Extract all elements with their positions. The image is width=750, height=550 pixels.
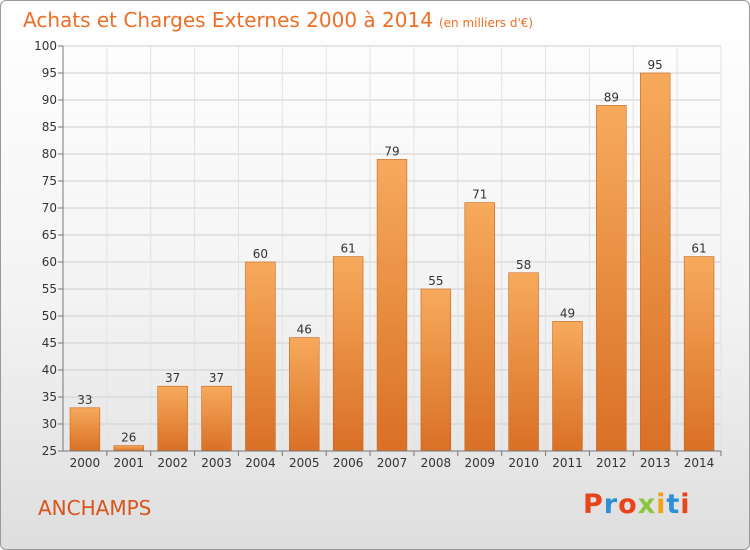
y-tick-label: 50 bbox=[42, 309, 57, 323]
chart-title-text: Achats et Charges Externes 2000 à 2014 bbox=[23, 8, 433, 32]
bar-2009 bbox=[464, 202, 495, 452]
x-tick-label: 2003 bbox=[201, 456, 232, 470]
x-tick-label: 2009 bbox=[464, 456, 495, 470]
y-tick-label: 25 bbox=[42, 444, 57, 458]
data-label-2007: 79 bbox=[384, 144, 399, 158]
x-tick-label: 2010 bbox=[508, 456, 539, 470]
data-label-2011: 49 bbox=[560, 306, 575, 320]
x-tick-label: 2000 bbox=[70, 456, 101, 470]
data-label-2002: 37 bbox=[165, 371, 180, 385]
y-tick-label: 85 bbox=[42, 120, 57, 134]
x-tick-label: 2012 bbox=[596, 456, 627, 470]
proxiti-logo: Proxiti bbox=[583, 489, 691, 520]
data-label-2014: 61 bbox=[691, 242, 706, 256]
bar-2002 bbox=[157, 385, 188, 452]
bar-2004 bbox=[245, 261, 276, 452]
x-tick-label: 2008 bbox=[421, 456, 452, 470]
bar-2013 bbox=[639, 72, 671, 452]
data-label-2001: 26 bbox=[121, 431, 136, 445]
chart-title: Achats et Charges Externes 2000 à 2014 (e… bbox=[23, 8, 533, 32]
bar-2008 bbox=[420, 288, 452, 452]
chart-unit: (en milliers d'€) bbox=[438, 16, 534, 30]
x-tick-label: 2004 bbox=[245, 456, 276, 470]
y-tick-label: 100 bbox=[34, 39, 57, 53]
y-tick-label: 35 bbox=[42, 390, 57, 404]
bar-2000 bbox=[69, 407, 101, 452]
bar-2012 bbox=[596, 105, 627, 452]
logo-letter: i bbox=[680, 489, 691, 520]
y-tick-label: 55 bbox=[42, 282, 57, 296]
x-tick-label: 2002 bbox=[157, 456, 188, 470]
bar-2006 bbox=[332, 256, 364, 452]
x-tick-label: 2013 bbox=[640, 456, 671, 470]
x-tick-label: 2011 bbox=[552, 456, 583, 470]
commune-name: ANCHAMPS bbox=[38, 496, 152, 520]
y-tick-label: 95 bbox=[42, 66, 57, 80]
bar-2007 bbox=[376, 159, 408, 452]
y-tick-label: 45 bbox=[42, 336, 57, 350]
bar-2011 bbox=[552, 321, 583, 452]
bar-2010 bbox=[508, 272, 539, 452]
data-label-2003: 37 bbox=[209, 371, 224, 385]
y-tick-label: 80 bbox=[42, 147, 57, 161]
x-tick-label: 2007 bbox=[377, 456, 408, 470]
logo-letter: P bbox=[583, 489, 604, 520]
data-label-2005: 46 bbox=[297, 323, 312, 337]
bar-2014 bbox=[683, 256, 715, 452]
data-label-2013: 95 bbox=[648, 58, 663, 72]
x-tick-label: 2014 bbox=[684, 456, 715, 470]
logo-letter: x bbox=[637, 489, 657, 520]
y-tick-label: 70 bbox=[42, 201, 57, 215]
data-label-2012: 89 bbox=[604, 90, 619, 104]
bar-2001 bbox=[113, 445, 145, 452]
y-tick-label: 65 bbox=[42, 228, 57, 242]
data-label-2008: 55 bbox=[428, 274, 443, 288]
x-tick-label: 2005 bbox=[289, 456, 320, 470]
y-tick-label: 40 bbox=[42, 363, 57, 377]
logo-letter: t bbox=[666, 489, 681, 520]
data-label-2006: 61 bbox=[340, 242, 355, 256]
data-label-2010: 58 bbox=[516, 258, 531, 272]
data-label-2000: 33 bbox=[77, 393, 92, 407]
y-tick-label: 30 bbox=[42, 417, 57, 431]
bar-2005 bbox=[289, 337, 320, 452]
x-tick-label: 2006 bbox=[333, 456, 364, 470]
logo-letter: r bbox=[603, 489, 619, 520]
logo-letter: o bbox=[618, 489, 638, 520]
bar-2003 bbox=[201, 385, 232, 452]
y-tick-label: 90 bbox=[42, 93, 57, 107]
logo-letter: i bbox=[656, 489, 667, 520]
data-label-2004: 60 bbox=[253, 247, 268, 261]
x-tick-label: 2001 bbox=[114, 456, 145, 470]
y-tick-label: 75 bbox=[42, 174, 57, 188]
data-label-2009: 71 bbox=[472, 188, 487, 202]
y-tick-label: 60 bbox=[42, 255, 57, 269]
